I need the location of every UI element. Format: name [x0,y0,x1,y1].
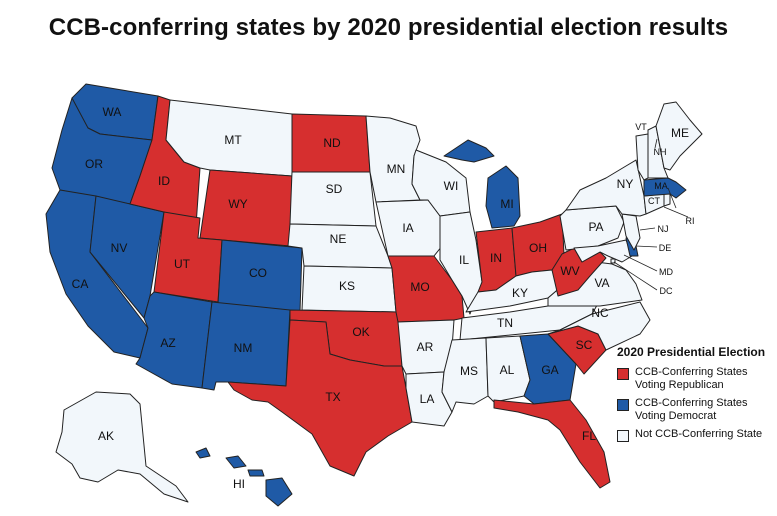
label-HI: HI [233,477,245,491]
state-MI[interactable] [443,139,521,229]
label-KY: KY [512,286,528,300]
state-MA[interactable] [643,177,687,199]
state-RI[interactable] [663,193,671,207]
legend: 2020 Presidential Election CCB-Conferrin… [617,345,773,447]
label-SD: SD [326,182,343,196]
legend-item-democrat: CCB-Conferring States Voting Democrat [617,397,773,423]
legend-item-republican: CCB-Conferring States Voting Republican [617,366,773,392]
state-MN[interactable] [365,115,421,203]
label-RI: RI [686,216,695,226]
state-WI[interactable] [411,149,471,217]
legend-label-democrat: CCB-Conferring States Voting Democrat [635,397,748,422]
label-OH: OH [529,241,547,255]
state-VT[interactable] [635,133,649,181]
label-NH: NH [654,147,667,157]
state-FL[interactable] [493,399,611,489]
state-NE[interactable] [287,223,393,269]
label-AK: AK [98,429,114,443]
label-DE: DE [659,243,672,253]
label-MT: MT [224,133,242,147]
label-NY: NY [617,177,634,191]
legend-swatch-republican [617,368,629,380]
label-OR: OR [85,157,103,171]
label-CT: CT [648,196,660,206]
label-ID: ID [158,174,170,188]
label-MI: MI [500,197,513,211]
label-AR: AR [417,340,434,354]
label-VA: VA [594,276,609,290]
label-GA: GA [541,363,558,377]
map-title: CCB-conferring states by 2020 presidenti… [48,14,729,41]
label-TN: TN [497,316,513,330]
label-WY: WY [228,197,247,211]
label-KS: KS [339,279,355,293]
label-NE: NE [330,232,347,246]
label-MN: MN [387,162,406,176]
label-IL: IL [459,253,469,267]
label-CA: CA [72,277,89,291]
label-OK: OK [352,325,369,339]
state-MD[interactable] [573,239,633,263]
label-AL: AL [500,363,515,377]
label-WI: WI [444,179,459,193]
state-NM[interactable] [201,301,291,391]
label-WV: WV [560,264,579,278]
legend-label-republican: CCB-Conferring States Voting Republican [635,366,748,391]
state-AK[interactable] [55,391,189,503]
state-MO[interactable] [387,255,465,323]
label-NC: NC [591,306,609,320]
label-CO: CO [249,266,267,280]
label-MS: MS [460,364,478,378]
state-NC[interactable] [547,301,651,351]
label-VT: VT [635,122,647,132]
label-DC: DC [660,286,673,296]
label-MD: MD [659,267,673,277]
label-ND: ND [323,136,341,150]
label-LA: LA [420,392,435,406]
legend-swatch-democrat [617,399,629,411]
state-HI[interactable] [195,447,293,507]
label-TX: TX [325,390,340,404]
legend-title: 2020 Presidential Election [617,345,766,359]
label-PA: PA [588,220,603,234]
label-UT: UT [174,257,191,271]
state-ME[interactable] [655,101,703,171]
label-NJ: NJ [658,224,669,234]
label-IA: IA [402,221,413,235]
label-SC: SC [576,338,593,352]
label-WA: WA [103,105,122,119]
label-AZ: AZ [160,336,175,350]
label-FL: FL [582,429,596,443]
legend-label-none: Not CCB-Conferring State [635,428,763,440]
state-TX[interactable] [227,319,413,477]
legend-swatch-none [617,430,629,442]
legend-item-none: Not CCB-Conferring State [617,428,773,442]
label-NV: NV [111,241,128,255]
state-IL[interactable] [439,211,483,315]
label-IN: IN [490,251,502,265]
label-MO: MO [410,280,429,294]
label-NM: NM [234,341,253,355]
label-MA: MA [654,181,668,191]
state-SD[interactable] [289,171,377,227]
label-ME: ME [671,126,689,140]
